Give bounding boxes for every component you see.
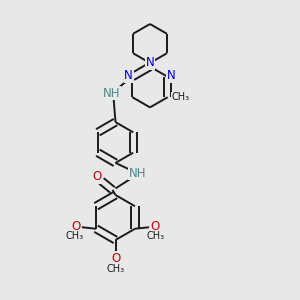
Text: N: N bbox=[124, 69, 133, 82]
Text: CH₃: CH₃ bbox=[106, 264, 124, 274]
Text: CH₃: CH₃ bbox=[66, 231, 84, 241]
Text: CH₃: CH₃ bbox=[171, 92, 189, 102]
Text: O: O bbox=[111, 251, 120, 265]
Text: CH₃: CH₃ bbox=[147, 231, 165, 241]
Text: NH: NH bbox=[103, 87, 120, 100]
Text: NH: NH bbox=[129, 167, 146, 180]
Text: O: O bbox=[151, 220, 160, 233]
Text: N: N bbox=[167, 69, 176, 82]
Text: O: O bbox=[92, 170, 101, 184]
Text: O: O bbox=[71, 220, 80, 233]
Text: N: N bbox=[146, 56, 154, 70]
